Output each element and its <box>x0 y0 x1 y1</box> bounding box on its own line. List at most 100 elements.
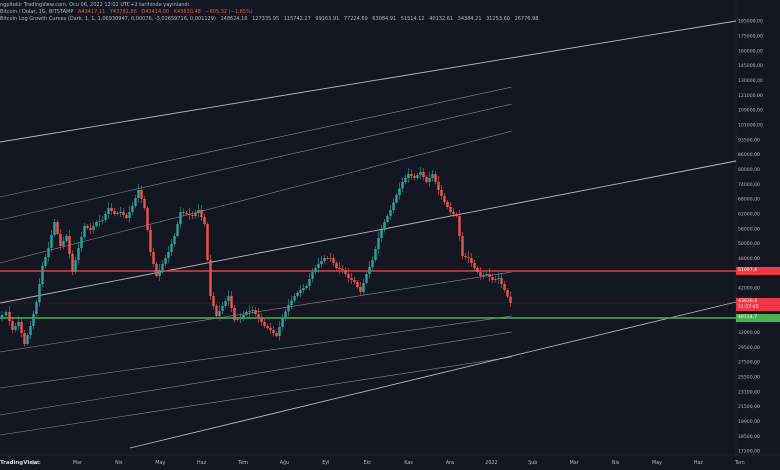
growth-curve-line <box>0 130 513 264</box>
candle-body <box>464 256 467 257</box>
candle-body <box>98 221 101 222</box>
time-tick-label: Şub <box>528 460 537 466</box>
time-tick-label: Şub <box>31 460 40 466</box>
candle-body <box>431 174 434 178</box>
candle-body <box>326 258 329 259</box>
price-tick-label: 175000,00 <box>738 34 763 40</box>
candle-body <box>254 310 257 314</box>
candle-body <box>29 326 32 335</box>
price-tick-label: 27500,00 <box>738 360 760 366</box>
price-tick-label: 80000,00 <box>738 167 760 173</box>
candle-body <box>65 236 68 241</box>
candle-body <box>443 196 446 202</box>
candle-body <box>152 252 155 264</box>
candle-body <box>446 202 449 207</box>
candle-body <box>380 230 383 238</box>
candle-body <box>275 333 278 336</box>
indicator-value: 63084.91 <box>372 16 397 22</box>
candle-body <box>56 222 59 234</box>
candle-body <box>89 228 92 230</box>
candle-body <box>335 263 338 268</box>
candle-body <box>257 314 260 318</box>
price-tick-label: 50000,00 <box>738 241 760 247</box>
price-tick-label: 160000,00 <box>738 48 763 54</box>
candle-body <box>242 315 245 318</box>
symbol-name[interactable]: Bitcoin / Dolar, 1G, BITSTAMP <box>0 9 74 15</box>
candle-body <box>176 224 179 236</box>
candle-body <box>413 176 416 178</box>
indicator-name[interactable]: Bitcoin Log Growth Curves (Dark, 1, 1, 1… <box>0 16 216 22</box>
candle-body <box>305 286 308 288</box>
candle-body <box>338 268 341 269</box>
candle-body <box>287 305 290 312</box>
candle-body <box>266 326 269 328</box>
price-tick-label: 42000,00 <box>738 286 760 292</box>
price-tick-label: 17200,00 <box>738 449 760 455</box>
candle-body <box>179 212 182 224</box>
ohlc-open: A43417,11 <box>77 9 106 15</box>
indicator-legend[interactable]: Bitcoin Log Growth Curves (Dark, 1, 1, 1… <box>0 16 541 22</box>
candle-body <box>260 318 263 322</box>
candle-body <box>53 222 56 235</box>
candle-body <box>350 278 353 280</box>
candle-body <box>35 302 38 314</box>
candle-body <box>125 215 128 218</box>
price-tick-label: 109000,00 <box>738 108 763 114</box>
candle-body <box>8 312 11 321</box>
candle-body <box>398 188 401 195</box>
time-tick-label: May <box>652 460 662 466</box>
candle-body <box>149 230 152 252</box>
candle-body <box>245 312 248 315</box>
candle-body <box>158 270 161 276</box>
candle-body <box>143 199 146 208</box>
indicator-value: 148624.16 <box>220 16 248 22</box>
price-tick-label: 195000,00 <box>738 19 763 25</box>
candle-body <box>467 257 470 258</box>
candle-body <box>356 282 359 287</box>
tradingview-watermark[interactable]: TradingView <box>0 460 39 466</box>
candle-body <box>80 237 83 248</box>
candle-body <box>329 258 332 259</box>
candle-body <box>308 279 311 286</box>
indicator-value: 77224.69 <box>343 16 368 22</box>
candle-body <box>434 174 437 182</box>
time-tick-label: Nis <box>612 460 620 466</box>
candle-body <box>221 306 224 311</box>
growth-curve-line <box>0 356 513 436</box>
candle-body <box>251 310 254 311</box>
price-tick-label: 19900,00 <box>738 419 760 425</box>
candle-body <box>449 207 452 212</box>
candle-body <box>410 174 413 176</box>
candle-body <box>383 222 386 230</box>
candle-body <box>392 202 395 210</box>
current-price-label: 43630,4 11:57:45 <box>736 298 780 311</box>
candle-body <box>236 319 239 320</box>
price-tick-label: 32000,00 <box>738 330 760 336</box>
candle-body <box>122 212 125 215</box>
candle-body <box>491 277 494 280</box>
price-tick-label: 29500,00 <box>738 345 760 351</box>
indicator-value: 99163.91 <box>315 16 340 22</box>
candle-body <box>4 312 8 315</box>
price-tick-label: 18500,00 <box>738 434 760 440</box>
candle-body <box>500 278 503 284</box>
candle-body <box>194 213 197 216</box>
candle-body <box>479 272 482 276</box>
publish-text: ngpiteklr TradingView.com, Ocu 06, 2022 … <box>0 2 189 8</box>
candle-body <box>173 236 176 244</box>
candle-body <box>161 264 164 270</box>
candle-body <box>209 260 212 296</box>
candle-body <box>212 296 215 306</box>
candle-body <box>278 327 281 336</box>
candle-body <box>134 198 137 206</box>
candle-body <box>17 322 20 326</box>
symbol-legend[interactable]: Bitcoin / Dolar, 1G, BITSTAMP A43417,11 … <box>0 9 256 15</box>
price-tick-label: 145000,00 <box>738 63 763 69</box>
candle-body <box>11 321 14 330</box>
candle-body <box>59 234 62 246</box>
candle-body <box>344 270 347 274</box>
candle-body <box>224 301 227 306</box>
candle-body <box>422 172 425 177</box>
